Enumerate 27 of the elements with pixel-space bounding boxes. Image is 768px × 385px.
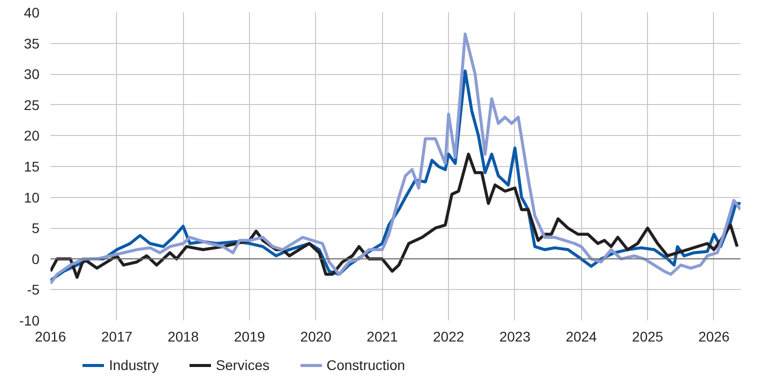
x-tick-label: 2022: [433, 328, 464, 344]
x-tick-label: 2024: [566, 328, 598, 344]
y-tick-label: 30: [24, 66, 40, 82]
y-tick-label: 15: [24, 158, 40, 174]
x-tick-label: 2017: [101, 328, 133, 344]
legend-label: Construction: [326, 357, 406, 373]
y-tick-label: 40: [24, 4, 40, 20]
line-series: [50, 152, 739, 279]
y-tick-label: -5: [27, 282, 40, 298]
x-tick-label: 2023: [499, 328, 531, 344]
x-tick-label: 2019: [234, 328, 266, 344]
legend-label: Services: [216, 357, 270, 373]
line-series: [50, 32, 740, 286]
y-tick-label: 25: [24, 96, 40, 113]
y-tick-label: 0: [32, 250, 40, 267]
legend-label: Industry: [109, 357, 159, 373]
x-tick-label: 2026: [698, 328, 730, 344]
x-tick-label: 2021: [366, 328, 398, 344]
x-tick-label: 2018: [168, 328, 199, 344]
y-tick-label: 20: [24, 128, 40, 144]
x-tick-label: 2016: [34, 328, 66, 344]
x-tick-label: 2020: [300, 328, 332, 344]
y-tick-label: 5: [32, 220, 40, 236]
y-tick-label: 10: [24, 189, 40, 206]
x-tick-label: 2025: [632, 328, 664, 344]
y-tick-label: 35: [24, 35, 40, 52]
y-tick-label: -10: [19, 312, 40, 328]
